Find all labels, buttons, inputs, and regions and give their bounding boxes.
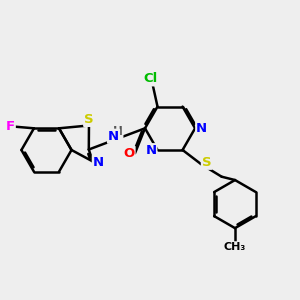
Text: S: S bbox=[202, 156, 211, 169]
Text: CH₃: CH₃ bbox=[224, 242, 246, 252]
Text: Cl: Cl bbox=[144, 72, 158, 86]
Text: N: N bbox=[145, 144, 156, 157]
Text: F: F bbox=[6, 120, 15, 133]
Text: H: H bbox=[112, 125, 122, 138]
Text: O: O bbox=[123, 147, 135, 160]
Text: S: S bbox=[84, 113, 94, 126]
Text: N: N bbox=[108, 130, 119, 143]
Text: N: N bbox=[196, 122, 207, 135]
Text: N: N bbox=[93, 156, 104, 169]
